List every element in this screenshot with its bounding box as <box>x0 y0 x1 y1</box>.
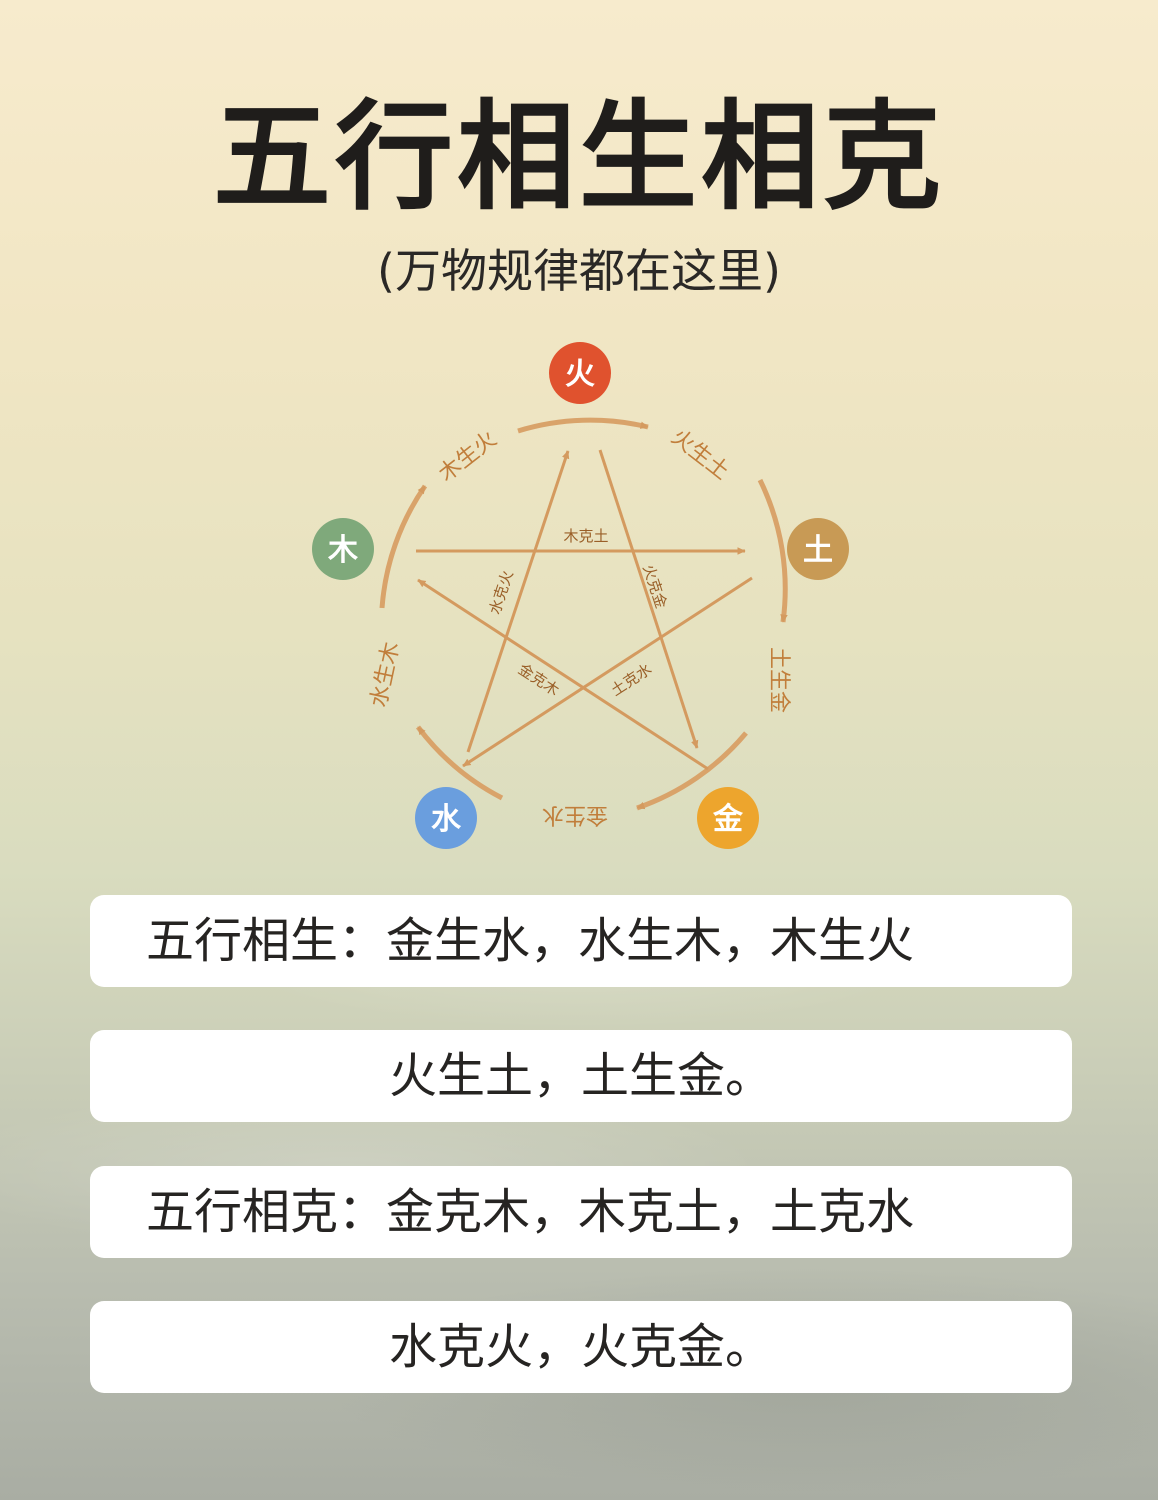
label-wood-fire: 木生火 <box>434 427 501 487</box>
node-fire: 火 <box>549 342 611 404</box>
svg-text:木: 木 <box>327 533 358 568</box>
svg-text:火: 火 <box>565 357 595 392</box>
arc-earth-metal <box>757 478 788 623</box>
arc-water-wood <box>416 725 504 801</box>
generating-cycle <box>379 417 788 811</box>
overcoming-card-line-2: 水克火，火克金。 <box>90 1301 1072 1393</box>
line-metal-wood <box>417 578 709 771</box>
overcoming-card-line-1: 五行相克：金克木，木克土，土克水 <box>90 1166 1072 1258</box>
svg-text:水: 水 <box>431 802 462 837</box>
label-wood-earth: 木克土 <box>563 527 608 545</box>
svg-text:金: 金 <box>712 802 744 837</box>
arc-fire-earth <box>517 417 649 434</box>
label-fire-earth: 火生土 <box>666 425 733 485</box>
generating-card-line-2: 火生土，土生金。 <box>90 1030 1072 1122</box>
line-water-fire <box>466 450 570 753</box>
overcoming-star <box>416 449 753 771</box>
label-water-fire: 水克火 <box>486 568 517 616</box>
node-wood: 木 <box>312 518 374 580</box>
label-water-wood: 水生木 <box>367 640 405 710</box>
label-metal-water: 金生水 <box>542 802 608 827</box>
five-elements-diagram: 木生火 火生土 土生金 金生水 水生木 木克土 火克金 水克火 金克木 土克水 … <box>312 342 849 849</box>
node-metal: 金 <box>697 787 759 849</box>
svg-text:土: 土 <box>803 533 833 568</box>
page-title: 五行相生相克 <box>212 88 945 226</box>
node-water: 水 <box>415 787 477 849</box>
label-earth-metal: 土生金 <box>766 647 791 713</box>
label-metal-wood: 金克木 <box>515 660 563 700</box>
line-fire-metal <box>598 449 699 749</box>
node-earth: 土 <box>787 518 849 580</box>
arc-metal-water <box>636 731 748 811</box>
page-subtitle: (万物规律都在这里) <box>377 244 781 298</box>
generating-card-line-1: 五行相生：金生水，水生木，木生火 <box>90 895 1072 987</box>
arc-wood-fire <box>379 484 428 609</box>
line-earth-water <box>462 576 753 768</box>
